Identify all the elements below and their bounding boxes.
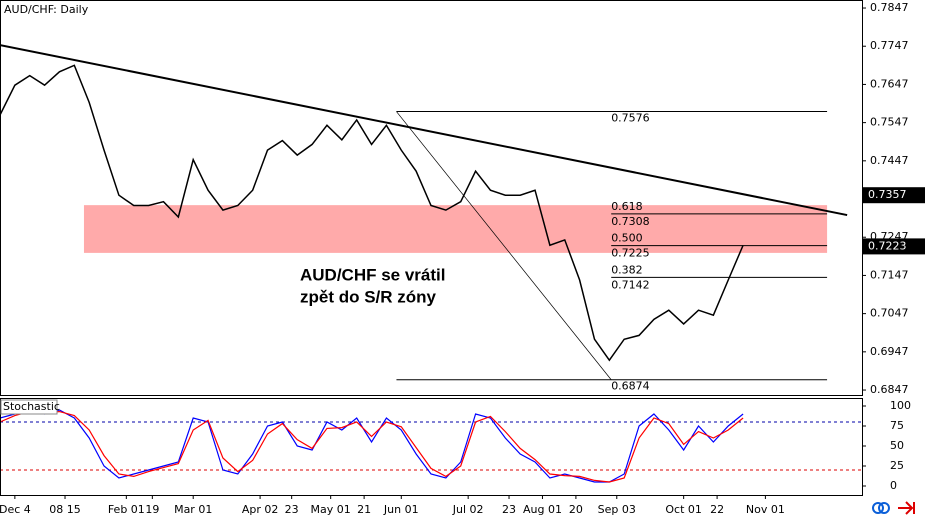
y-tick-label: 0.6947 xyxy=(870,345,909,358)
y-tick-label: 0.7447 xyxy=(870,154,909,167)
x-tick-label: 20 xyxy=(569,503,583,516)
fib-ratio: 0.500 xyxy=(611,232,643,245)
stoch-tick-label: 50 xyxy=(890,439,904,452)
fib-ratio: 0.382 xyxy=(611,263,643,276)
trendline xyxy=(0,44,848,217)
stoch-tick-label: 75 xyxy=(890,419,904,432)
x-tick-label: Mar 01 xyxy=(174,503,212,516)
x-tick-label: Feb 01 xyxy=(108,503,145,516)
x-tick-label: Nov 01 xyxy=(746,503,785,516)
price-line xyxy=(0,64,744,362)
fib-value: 0.7225 xyxy=(611,247,650,260)
x-tick-label: 21 xyxy=(357,503,371,516)
y-tick-label: 0.7547 xyxy=(870,116,909,129)
x-tick-label: Jun 01 xyxy=(383,503,419,516)
y-tick-label: 0.7847 xyxy=(870,1,909,14)
x-tick-label: Aug 01 xyxy=(523,503,562,516)
x-tick-label: Apr 02 xyxy=(242,503,279,516)
fib-value: 0.7142 xyxy=(611,278,650,291)
stoch-pane xyxy=(0,398,863,496)
stoch-title-box xyxy=(0,399,58,415)
x-tick-label: 23 xyxy=(502,503,516,516)
y-tick-label: 0.7047 xyxy=(870,307,909,320)
x-tick-label: 08 15 xyxy=(49,503,81,516)
y-tick-label: 0.7647 xyxy=(870,77,909,90)
sr-zone xyxy=(83,205,828,253)
x-tick-label: 19 xyxy=(145,503,159,516)
y-tick-label: 0.7147 xyxy=(870,268,909,281)
price-tag xyxy=(863,187,925,204)
stoch-line xyxy=(0,410,744,483)
fib-diagonal xyxy=(396,111,612,380)
title-box xyxy=(2,2,114,18)
fib-value: 0.7576 xyxy=(611,112,650,125)
stoch-tick-label: 25 xyxy=(890,459,904,472)
price-tag-label: 0.7357 xyxy=(868,188,907,201)
x-tick-label: Dec 4 xyxy=(0,503,31,516)
x-tick-label: Oct 01 xyxy=(665,503,702,516)
x-tick-label: 23 xyxy=(285,503,299,516)
price-tag-label: 0.7223 xyxy=(868,239,907,252)
toolbar-icons[interactable] xyxy=(872,501,915,515)
price-tag xyxy=(863,238,925,255)
stoch-tick-label: 0 xyxy=(890,479,897,492)
price-pane xyxy=(0,0,863,396)
annotation: zpět do S/R zóny xyxy=(300,287,437,306)
fib-ratio: 0.618 xyxy=(611,200,643,213)
x-tick-label: 22 xyxy=(710,503,724,516)
stoch-line xyxy=(0,409,744,483)
x-tick-label: May 01 xyxy=(311,503,351,516)
fib-value: 0.6874 xyxy=(611,380,650,393)
stoch-tick-label: 100 xyxy=(890,399,911,412)
annotation: AUD/CHF se vrátil xyxy=(300,265,445,284)
y-tick-label: 0.7747 xyxy=(870,39,909,52)
chart-title: AUD/CHF: Daily xyxy=(4,3,89,16)
x-tick-label: Jul 02 xyxy=(452,503,484,516)
y-tick-label: 0.6847 xyxy=(870,383,909,396)
fib-value: 0.7308 xyxy=(611,215,650,228)
stoch-title: Stochastic xyxy=(3,400,60,413)
x-tick-label: Sep 03 xyxy=(598,503,636,516)
